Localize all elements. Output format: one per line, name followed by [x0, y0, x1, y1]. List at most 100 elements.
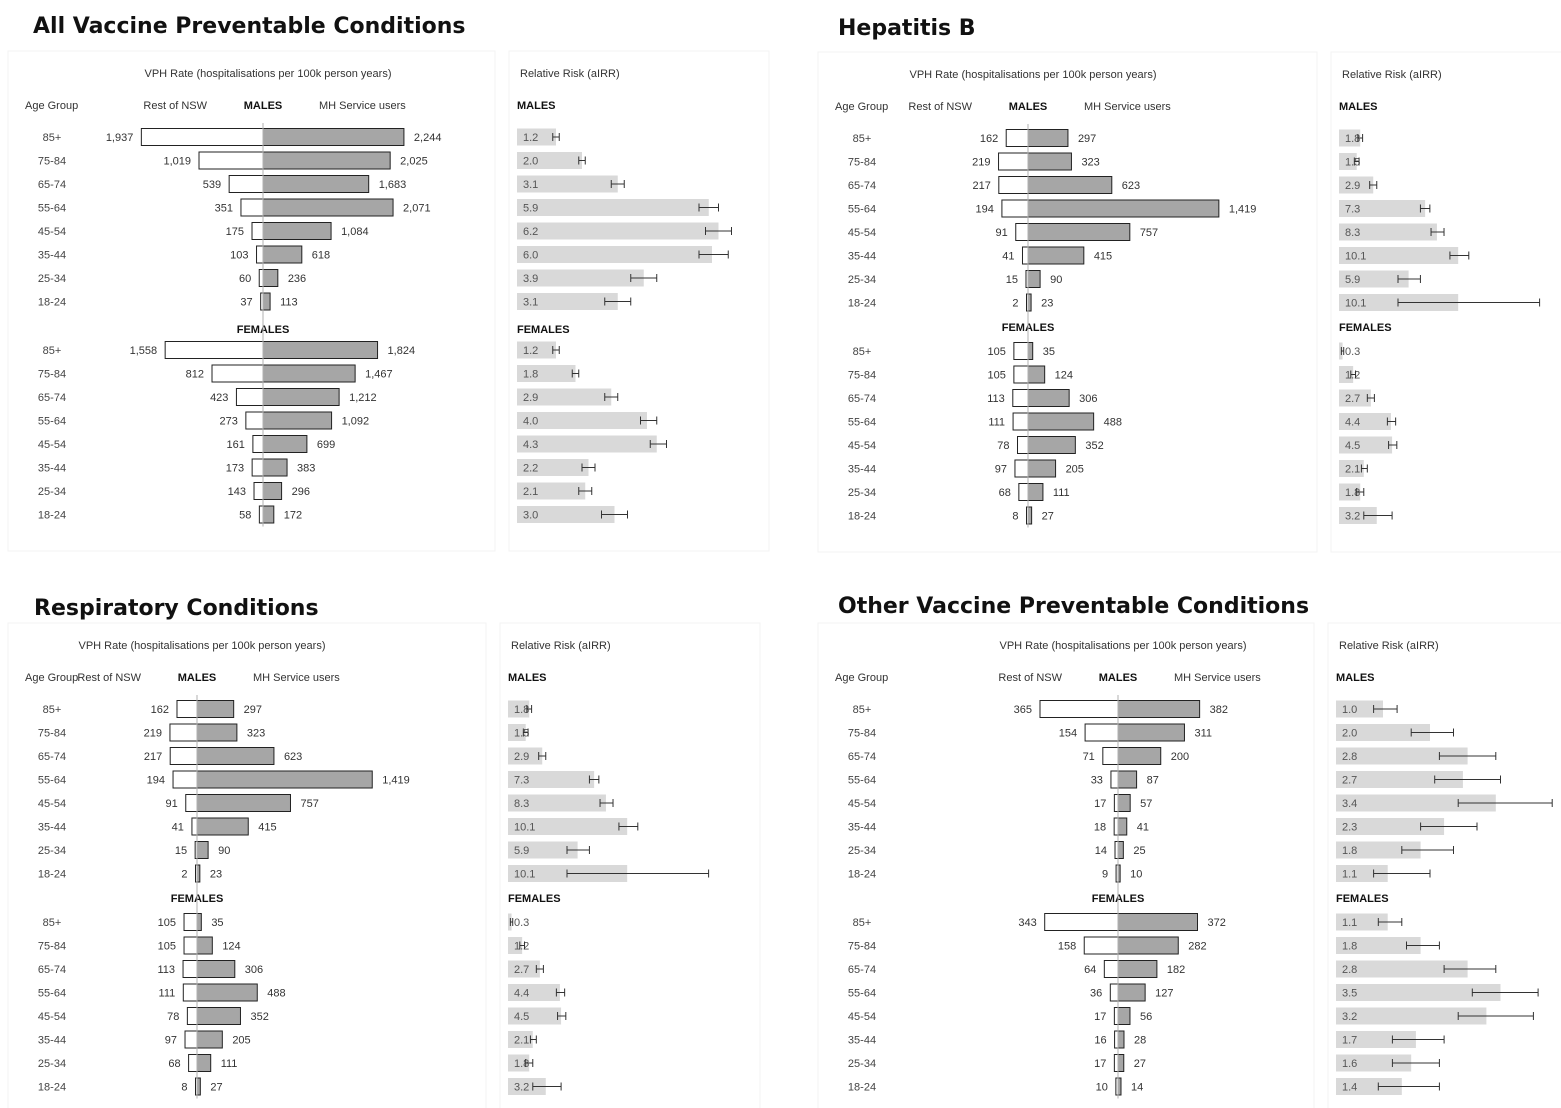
males-rr-value: 10.1 [514, 822, 535, 834]
females-age-label: 55-64 [848, 988, 876, 1000]
males-rest-bar [176, 700, 198, 718]
males-rr-bar [1336, 865, 1388, 882]
rr-header: Relative Risk (aIRR) [520, 68, 620, 80]
females-mh-value: 111 [221, 1058, 238, 1070]
females-rr-bar [517, 365, 576, 382]
females-age-label: 25-34 [848, 1058, 876, 1070]
females-mh-bar [196, 960, 236, 978]
females-rr-bar [1336, 984, 1501, 1001]
females-rr-bar [1336, 1031, 1416, 1048]
rate-header: VPH Rate (hospitalisations per 100k pers… [144, 68, 391, 80]
females-mh-bar [196, 983, 258, 1002]
males-rr-value: 3.4 [1342, 798, 1357, 810]
females-rr-bar [1339, 413, 1391, 430]
females-rr-bar [1339, 342, 1343, 360]
females-mh-bar [1027, 436, 1076, 454]
males-mh-bar [1117, 794, 1131, 812]
females-rr-value: 1.7 [1342, 1035, 1357, 1047]
males-mh-value: 1,419 [1229, 204, 1257, 216]
males-rest-value: 71 [1083, 751, 1095, 763]
females-rr-bar [1339, 366, 1354, 383]
females-rr-value: 4.5 [1345, 440, 1360, 452]
males-rr-bar [1339, 153, 1357, 170]
females-rr-bar [517, 459, 589, 476]
females-rest-value: 8 [181, 1082, 187, 1094]
females-mh-bar [1117, 936, 1179, 955]
males-mh-value: 90 [1050, 274, 1062, 286]
rate-panel-bg [817, 51, 1318, 553]
males-rr-bar [508, 700, 530, 718]
females-age-label: 55-64 [38, 988, 66, 1000]
males-mh-value: 323 [247, 728, 265, 740]
females-mh-bar [1117, 1007, 1131, 1025]
females-age-label: 35-44 [848, 1035, 876, 1047]
males-age-label: 25-34 [38, 845, 66, 857]
males-rest-value: 60 [239, 273, 251, 285]
rr-females-header: FEMALES [1339, 322, 1392, 334]
males-rest-value: 217 [144, 751, 162, 763]
males-rr-value: 10.1 [1345, 298, 1366, 310]
males-mh-bar [262, 245, 303, 264]
males-mh-bar [1117, 747, 1162, 765]
chart-respiratory: VPH Rate (hospitalisations per 100k pers… [7, 622, 761, 1108]
females-rr-value: 1.2 [514, 941, 529, 953]
males-mh-bar [262, 128, 405, 146]
females-rest-bar [184, 1030, 198, 1049]
males-mh-bar [196, 700, 235, 718]
males-mh-bar [1027, 152, 1072, 171]
males-rest-bar [172, 770, 198, 789]
females-mh-bar [1117, 1030, 1125, 1049]
females-rr-bar [517, 388, 612, 406]
females-rest-value: 16 [1094, 1035, 1106, 1047]
females-rr-bar [517, 341, 556, 359]
females-rest-bar [235, 388, 264, 406]
males-rr-value: 1.2 [523, 132, 538, 144]
females-mh-bar [196, 1007, 241, 1025]
females-rest-value: 158 [1058, 941, 1076, 953]
males-age-label: 45-54 [38, 226, 66, 238]
females-rest-bar [253, 482, 264, 500]
females-rr-value: 2.7 [1345, 393, 1360, 405]
males-age-label: 65-74 [848, 751, 876, 763]
males-mh-bar [262, 198, 394, 217]
females-mh-bar [1117, 913, 1198, 931]
males-rr-bar [1339, 223, 1437, 241]
males-mh-bar [1117, 700, 1201, 718]
males-mh-value: 623 [284, 751, 302, 763]
males-rest-value: 9 [1102, 869, 1108, 881]
females-rest-bar [164, 341, 264, 359]
males-rr-bar [1336, 771, 1463, 788]
males-mh-bar [262, 175, 370, 193]
males-rr-bar [1336, 700, 1383, 718]
males-rest-bar [191, 817, 198, 836]
males-rr-bar [508, 747, 543, 765]
males-mh-bar [262, 151, 391, 170]
females-rest-bar [258, 505, 264, 524]
females-rr-value: 1.8 [1342, 941, 1357, 953]
panel-title: Hepatitis B [838, 16, 976, 41]
females-rr-value: 2.9 [523, 392, 538, 404]
males-age-label: 45-54 [848, 227, 876, 239]
females-age-label: 65-74 [38, 392, 66, 404]
females-rest-bar [1012, 412, 1029, 431]
males-rr-bar [517, 222, 719, 240]
males-rr-bar [1336, 724, 1430, 741]
females-rest-value: 161 [227, 439, 245, 451]
males-age-label: 75-84 [848, 157, 876, 169]
females-rr-bar [517, 435, 657, 453]
females-rr-value: 1.8 [514, 1058, 529, 1070]
females-rr-value: 3.2 [514, 1082, 529, 1094]
females-mh-value: 35 [1043, 346, 1055, 358]
males-age-label: 35-44 [38, 250, 66, 262]
females-mh-value: 111 [1053, 487, 1070, 499]
rest-of-nsw-header: Rest of NSW [998, 672, 1062, 684]
males-rest-bar [240, 198, 264, 217]
males-rr-bar [1339, 129, 1361, 147]
males-rr-value: 3.9 [523, 273, 538, 285]
females-rr-bar [1339, 436, 1393, 454]
males-age-label: 55-64 [848, 775, 876, 787]
females-age-label: 35-44 [848, 464, 876, 476]
males-mh-bar [1027, 129, 1069, 147]
females-rest-bar [1113, 1054, 1119, 1072]
rest-of-nsw-header: Rest of NSW [143, 100, 207, 112]
